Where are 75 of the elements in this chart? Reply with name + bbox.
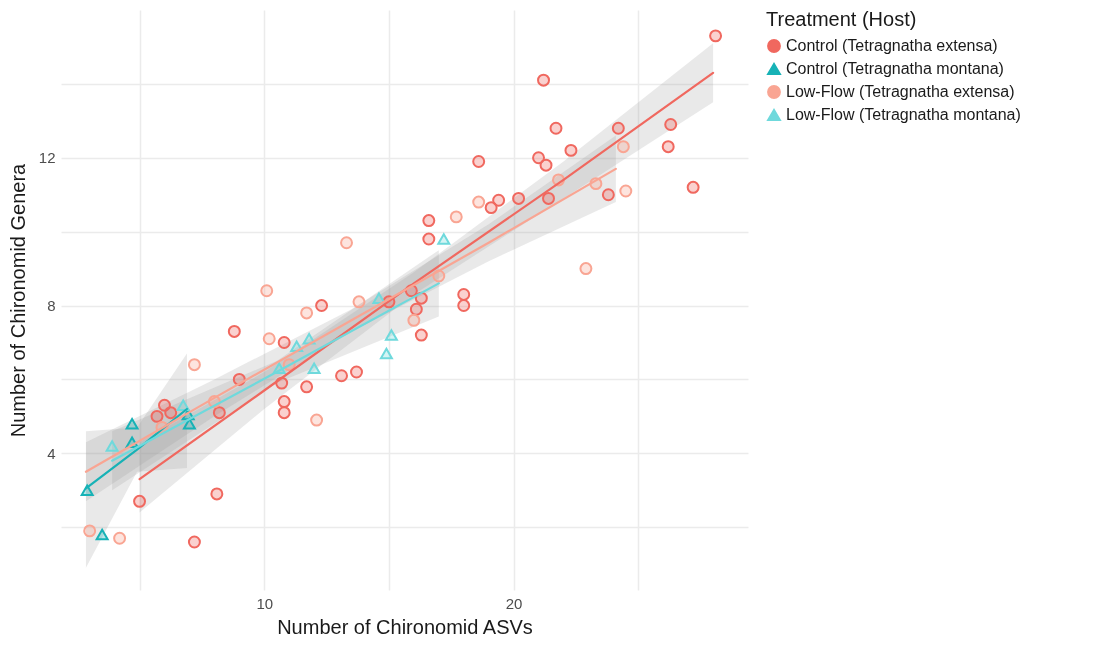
legend-label: Low-Flow (Tetragnatha montana) xyxy=(786,106,1021,123)
point xyxy=(164,406,178,420)
legend-title: Treatment (Host) xyxy=(766,8,917,30)
point xyxy=(512,191,526,205)
point xyxy=(150,409,164,423)
point xyxy=(601,188,615,202)
point xyxy=(277,406,291,420)
point xyxy=(300,306,314,320)
point xyxy=(449,210,463,224)
point xyxy=(133,494,147,508)
point xyxy=(80,484,94,496)
point xyxy=(437,233,451,245)
point xyxy=(340,236,353,250)
point xyxy=(105,440,119,452)
point xyxy=(484,201,498,215)
point xyxy=(457,299,471,313)
point xyxy=(315,299,329,313)
point xyxy=(619,184,633,198)
x-axis-title: Number of Chironomid ASVs xyxy=(277,615,533,638)
point xyxy=(422,214,436,228)
x-tick-label: 10 xyxy=(256,594,274,612)
y-tick-label: 4 xyxy=(47,444,56,462)
point xyxy=(664,118,678,131)
point xyxy=(182,418,196,430)
legend-label: Control (Tetragnatha montana) xyxy=(786,60,1004,77)
point xyxy=(260,284,274,298)
point xyxy=(537,73,550,87)
point xyxy=(350,365,363,379)
point xyxy=(372,292,386,304)
point xyxy=(352,295,366,309)
point xyxy=(262,332,276,346)
point xyxy=(579,262,593,276)
y-tick-label: 12 xyxy=(38,149,56,167)
point xyxy=(539,158,553,172)
y-axis-title: Number of Chironomid Genera xyxy=(6,162,29,438)
point xyxy=(187,358,201,372)
point xyxy=(379,347,393,360)
point xyxy=(210,487,224,501)
point xyxy=(686,180,700,194)
point xyxy=(310,413,324,427)
point xyxy=(407,313,421,327)
point xyxy=(187,535,201,549)
point xyxy=(532,151,546,165)
point xyxy=(661,140,675,154)
point xyxy=(300,380,314,394)
point xyxy=(277,395,291,409)
point xyxy=(549,121,563,135)
point xyxy=(176,399,190,412)
line-series xyxy=(84,167,617,473)
point xyxy=(422,232,436,246)
legend-label: Control (Tetragnatha extensa) xyxy=(786,37,998,54)
point xyxy=(113,531,127,545)
point xyxy=(709,29,723,43)
point xyxy=(542,191,555,205)
point xyxy=(472,155,486,168)
point xyxy=(227,324,241,338)
x-tick-label: 20 xyxy=(505,594,523,612)
point xyxy=(414,328,428,342)
point xyxy=(307,362,321,375)
point xyxy=(564,143,578,157)
point xyxy=(611,121,625,135)
point xyxy=(125,418,139,430)
point xyxy=(492,193,506,207)
point xyxy=(277,336,291,349)
point xyxy=(83,524,97,538)
point xyxy=(95,528,109,541)
y-tick-label: 8 xyxy=(47,297,56,315)
legend-label: Low-Flow (Tetragnatha extensa) xyxy=(786,83,1015,100)
point xyxy=(335,369,349,383)
point xyxy=(212,406,226,420)
point xyxy=(616,140,630,154)
point xyxy=(472,195,486,209)
point xyxy=(457,287,471,301)
point xyxy=(409,302,423,316)
point xyxy=(384,329,398,341)
